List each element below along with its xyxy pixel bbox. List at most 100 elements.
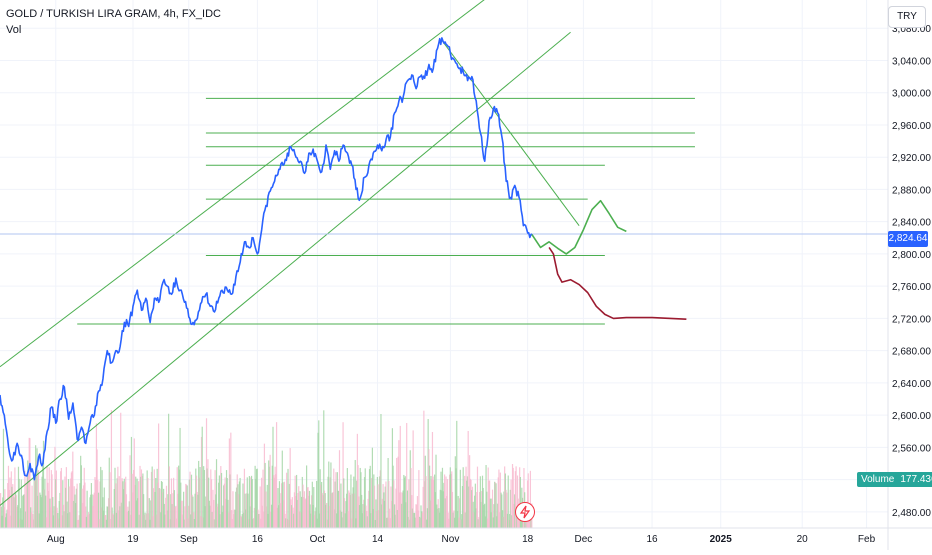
volume-bar (10, 471, 12, 528)
volume-bar (331, 492, 333, 528)
volume-bar (45, 495, 47, 528)
volume-bar (206, 468, 208, 528)
volume-bar (343, 498, 346, 528)
volume-bar (298, 511, 301, 528)
volume-bar (367, 498, 369, 528)
volume-bar (4, 489, 6, 528)
volume-bar (383, 492, 385, 528)
volume-bar (17, 466, 20, 528)
volume-bar (333, 509, 336, 528)
volume-bar (485, 465, 487, 528)
volume-bar (281, 450, 283, 528)
volume-bar (302, 484, 304, 528)
volume-indicator-label[interactable]: Vol (6, 24, 22, 36)
volume-bar (323, 490, 326, 528)
volume-bar (87, 515, 89, 528)
volume-bar (180, 482, 182, 528)
volume-bar (61, 515, 63, 528)
volume-bar (310, 513, 312, 528)
volume-bar (9, 477, 11, 528)
volume-bar (460, 519, 462, 528)
volume-bar (487, 467, 489, 528)
volume-bar (368, 490, 370, 528)
volume-bar (446, 496, 448, 528)
volume-bar (290, 499, 292, 528)
volume-bar (511, 515, 513, 528)
volume-bar (433, 480, 435, 528)
volume-bar (272, 426, 274, 528)
volume-bar (304, 499, 306, 528)
volume-bar (90, 494, 92, 528)
volume-bar (244, 493, 246, 528)
volume-bar (147, 478, 149, 528)
volume-bar (71, 471, 73, 528)
volume-bar (380, 414, 382, 528)
volume-bar (481, 475, 484, 528)
volume-bar (291, 497, 293, 528)
volume-bar (6, 509, 8, 528)
volume-bar (220, 472, 223, 528)
volume-bar (396, 457, 398, 528)
volume-bar (311, 495, 313, 528)
y-tick-label: 2,960.00 (892, 121, 931, 132)
volume-bar (444, 498, 446, 528)
time-axis[interactable]: Aug 19 Sep 16 Oct 14 Nov 18 Dec 16 2025 20 Feb (0, 527, 932, 545)
volume-bar (199, 467, 201, 528)
y-tick-label: 2,720.00 (892, 314, 931, 325)
volume-bar (365, 505, 367, 528)
volume-bar (353, 493, 356, 528)
volume-bar (185, 483, 187, 528)
volume-bar (5, 513, 7, 528)
volume-bar (204, 506, 206, 528)
volume-bar (83, 467, 85, 528)
volume-bar (393, 504, 396, 528)
volume-bar (221, 512, 223, 528)
volume-bar (81, 488, 83, 528)
volume-bar (438, 512, 441, 528)
volume-bar (456, 511, 459, 528)
volume-bar (33, 479, 35, 528)
volume-bar (205, 418, 208, 528)
volume-bar (436, 508, 439, 528)
volume-bar (40, 497, 42, 528)
volume-bar (508, 519, 510, 528)
volume-bar (1, 515, 3, 528)
volume-bar (285, 472, 288, 528)
bolt-icon[interactable] (515, 502, 535, 522)
volume-bar (245, 493, 248, 528)
volume-bar (336, 472, 338, 528)
volume-bar (265, 506, 268, 528)
volume-bar (477, 519, 479, 528)
volume-bar (67, 479, 70, 528)
volume-bar (370, 513, 372, 528)
volume-bar (378, 510, 380, 528)
volume-bar (395, 488, 397, 528)
volume-bar (58, 501, 60, 528)
volume-bar (183, 491, 185, 528)
volume-bar (2, 497, 4, 528)
volume-bar (208, 500, 210, 528)
currency-button[interactable]: TRY (888, 6, 926, 28)
volume-bar (390, 486, 392, 528)
volume-bar (43, 489, 45, 528)
volume-bar (165, 497, 167, 528)
symbol-title[interactable]: GOLD / TURKISH LIRA GRAM, 4h, FX_IDC (6, 8, 221, 20)
volume-bar (189, 471, 191, 528)
volume-bar (42, 465, 44, 528)
volume-bar (19, 518, 21, 528)
volume-bar (270, 511, 272, 528)
volume-bar (403, 474, 405, 528)
volume-bar (318, 420, 320, 528)
volume-bar (501, 494, 503, 528)
volume-bar (486, 491, 488, 528)
volume-bar (265, 491, 267, 528)
volume-bar (218, 475, 220, 528)
volume-bar (328, 461, 330, 528)
volume-bar (188, 479, 190, 528)
volume-bar (178, 469, 180, 528)
price-axis[interactable]: 2,480.002,520.002,560.002,600.002,640.00… (887, 0, 931, 550)
volume-bar (282, 482, 284, 528)
volume-bar (82, 502, 84, 528)
